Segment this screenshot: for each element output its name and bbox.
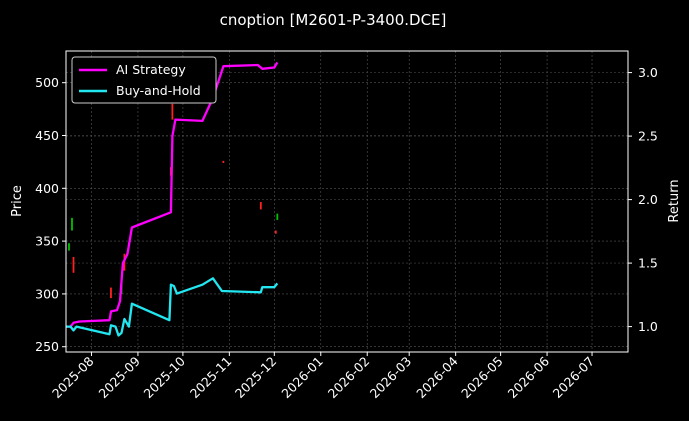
plot-frame — [65, 50, 629, 353]
series-line-ai-strategy — [66, 61, 279, 328]
candle — [259, 202, 262, 210]
y-axis-left: 250 300 350 400 450 500 — [35, 75, 66, 354]
legend-box — [71, 56, 217, 104]
candle — [171, 103, 174, 120]
candle — [71, 217, 73, 231]
series-line-buy-and-hold — [66, 277, 279, 337]
y2-tick-label: 1.0 — [638, 319, 658, 334]
candle — [68, 243, 70, 251]
grid — [66, 51, 628, 352]
legend-label-ai-strategy: AI Strategy — [116, 62, 186, 77]
y-tick-label: 350 — [35, 234, 59, 249]
y-tick-label: 400 — [35, 181, 59, 196]
y-axis-right: 1.0 1.5 2.0 2.5 3.0 — [628, 65, 658, 334]
legend: AI Strategy Buy-and-Hold — [71, 56, 217, 104]
y-tick-label: 500 — [35, 75, 59, 90]
y2-tick-label: 3.0 — [638, 65, 658, 80]
candle — [72, 256, 75, 273]
candle — [274, 230, 277, 234]
y-tick-label: 300 — [35, 286, 59, 301]
y-tick-label: 250 — [35, 339, 59, 354]
candle — [110, 287, 112, 299]
chart-title: cnoption [M2601-P-3400.DCE] — [220, 11, 447, 29]
y-axis-label: Price — [10, 185, 25, 217]
y2-tick-label: 2.0 — [638, 192, 658, 207]
series-lines — [66, 61, 279, 337]
y2-tick-label: 1.5 — [638, 256, 658, 271]
candle — [276, 213, 279, 220]
y-tick-label: 450 — [35, 128, 59, 143]
y2-axis-label: Return — [667, 179, 682, 222]
legend-label-buy-and-hold: Buy-and-Hold — [116, 83, 201, 98]
candle — [222, 160, 225, 163]
y2-tick-label: 2.5 — [638, 129, 658, 144]
